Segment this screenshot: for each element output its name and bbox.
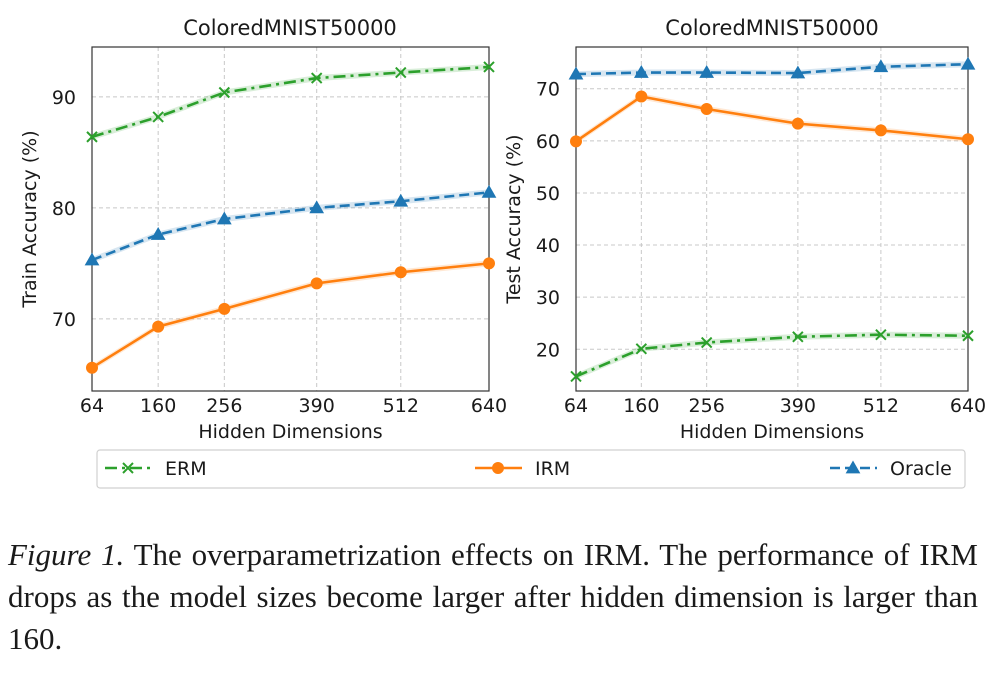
train-accuracy-panel: ColoredMNIST50000 Hidden Dimensions Train … (19, 16, 507, 443)
irm-series (570, 90, 974, 148)
erm-point (86, 131, 98, 143)
irm-point (700, 103, 713, 116)
erm-series (86, 61, 495, 143)
x-tick-label: 390 (299, 395, 335, 417)
erm-point (700, 336, 713, 349)
irm-point (791, 117, 804, 130)
legend-irm-marker (492, 462, 504, 474)
plot-frame (91, 46, 490, 392)
irm-point (570, 135, 582, 148)
erm-point (875, 329, 887, 341)
irm-point (218, 302, 231, 315)
x-axis-label: Hidden Dimensions (680, 421, 864, 443)
oracle-point (873, 59, 889, 73)
x-tick-label: 256 (689, 395, 725, 417)
y-tick-label: 40 (536, 235, 560, 257)
y-tick-label: 90 (52, 87, 76, 109)
figure: ColoredMNIST50000 Hidden Dimensions Train … (19, 16, 986, 489)
irm-point (483, 257, 495, 270)
oracle-point (150, 227, 166, 240)
oracle-point (84, 252, 100, 266)
irm-band (92, 260, 489, 371)
y-tick-label: 50 (536, 183, 560, 205)
x-tick-label: 640 (950, 395, 986, 417)
irm-point (962, 133, 974, 146)
figure-caption: Figure 1. The overparametrization effect… (8, 534, 978, 660)
oracle-point (960, 56, 976, 70)
x-tick-label: 256 (206, 395, 242, 417)
x-tick-label: 160 (140, 395, 176, 417)
x-tick-label: 390 (780, 395, 816, 417)
erm-point (152, 111, 164, 123)
erm-point (962, 330, 974, 342)
irm-point (394, 266, 407, 279)
oracle-point (216, 211, 232, 225)
oracle-point (699, 65, 715, 78)
oracle-series (84, 184, 497, 266)
erm-point (792, 331, 804, 343)
y-tick-label: 60 (536, 131, 560, 153)
plot-frame (575, 46, 969, 392)
oracle-point (393, 193, 409, 207)
x-axis-label: Hidden Dimensions (198, 421, 382, 443)
oracle-point (481, 184, 497, 198)
y-tick-label: 70 (536, 79, 560, 101)
legend-erm-label: ERM (165, 458, 207, 480)
irm-point (310, 277, 323, 290)
irm-point (874, 124, 887, 137)
oracle-point (568, 66, 584, 80)
legend: ERM IRM Oracle (96, 449, 966, 489)
oracle-band (92, 189, 489, 264)
x-tick-label: 64 (564, 395, 588, 417)
oracle-point (309, 200, 325, 214)
irm-line (575, 95, 969, 143)
y-tick-label: 30 (536, 287, 560, 309)
irm-point (152, 320, 165, 333)
erm-point (635, 343, 648, 355)
oracle-line (575, 62, 969, 76)
legend-irm-label: IRM (535, 458, 570, 480)
y-axis-label: Train Accuracy (%) (19, 130, 41, 308)
legend-box (96, 449, 966, 489)
erm-point (310, 72, 323, 84)
erm-point (483, 61, 495, 73)
y-tick-label: 80 (52, 198, 76, 220)
oracle-series (568, 56, 976, 80)
erm-series (570, 329, 974, 383)
erm-band (92, 63, 489, 140)
caption-figure-label: Figure 1. (8, 537, 125, 572)
erm-point (218, 86, 231, 99)
x-tick-label: 640 (471, 395, 507, 417)
x-tick-label: 512 (863, 395, 899, 417)
legend-oracle-label: Oracle (890, 458, 952, 480)
erm-line (575, 333, 969, 378)
y-axis-label: Test Accuracy (%) (503, 134, 525, 304)
chart-title: ColoredMNIST50000 (665, 16, 879, 40)
oracle-line (91, 191, 490, 262)
x-tick-label: 160 (623, 395, 659, 417)
legend-erm-marker (122, 462, 134, 474)
irm-line (91, 262, 490, 369)
erm-point (570, 370, 582, 383)
y-tick-label: 20 (536, 339, 560, 361)
x-tick-label: 64 (80, 395, 104, 417)
chart-title: ColoredMNIST50000 (183, 16, 397, 40)
erm-band (576, 331, 968, 380)
caption-text: The overparametrization effects on IRM. … (8, 537, 978, 656)
oracle-point (790, 65, 806, 79)
erm-line (91, 65, 490, 139)
legend-oracle-marker (845, 460, 861, 474)
erm-point (395, 66, 407, 79)
y-tick-label: 70 (52, 309, 76, 331)
x-tick-label: 512 (383, 395, 419, 417)
irm-point (635, 90, 648, 103)
oracle-band (576, 61, 968, 78)
irm-series (86, 257, 495, 374)
oracle-point (633, 65, 649, 78)
test-accuracy-panel: ColoredMNIST50000 Hidden Dimensions Test A… (503, 16, 986, 443)
irm-point (86, 361, 98, 374)
